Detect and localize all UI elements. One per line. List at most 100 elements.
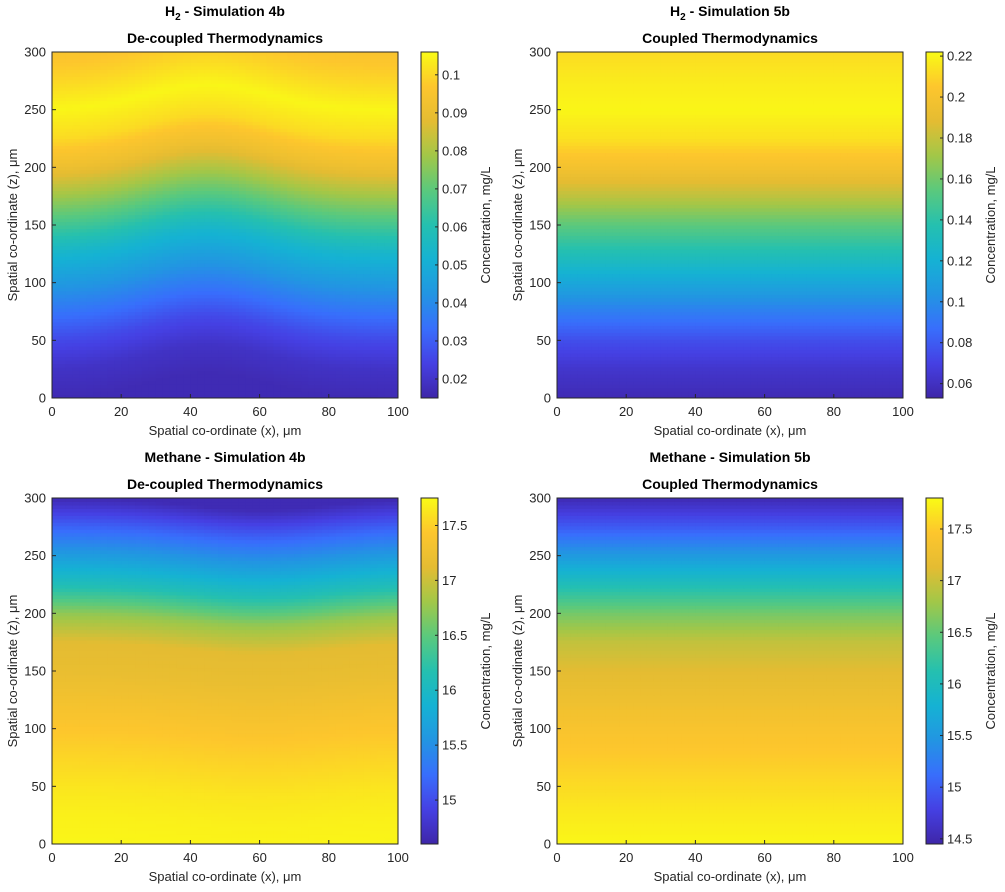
heatmap-cell [391,135,398,140]
heatmap-cell [266,394,275,398]
heatmap-cell [100,62,108,67]
heatmap-cell [58,86,67,91]
heatmap-cell [141,276,150,281]
heatmap-cell [321,301,330,306]
heatmap-cell [121,72,129,77]
heatmap-cell [231,231,240,236]
heatmap-cell [287,76,295,81]
heatmap-cell [183,332,191,337]
heatmap-cell [218,380,226,385]
heatmap-cell [72,204,81,209]
heatmap-cell [107,245,115,250]
heatmap-cell [308,107,316,112]
heatmap-cell [155,173,164,178]
heatmap-cell [93,242,102,247]
heatmap-cell [342,287,351,292]
heatmap-cell [197,314,205,320]
heatmap-cell [314,252,323,257]
heatmap-cell [391,225,398,230]
heatmap-cell [301,225,309,230]
heatmap-cell [86,186,95,191]
heatmap-cell [308,335,316,340]
heatmap-cell [58,366,67,371]
heatmap-cell [231,197,240,202]
heatmap-cell [377,141,385,147]
heatmap-cell [384,308,392,313]
heatmap-cell [321,58,330,63]
heatmap-cell [183,328,191,333]
heatmap-cell [176,311,185,316]
heatmap-cell [238,290,247,295]
heatmap-cell [52,387,60,392]
heatmap-cell [93,166,102,171]
heatmap-cell [211,148,219,153]
heatmap-cell [176,159,185,164]
heatmap-cell [231,128,240,133]
heatmap-cell [190,180,198,185]
heatmap-cell [377,155,385,160]
heatmap-cell [52,346,60,351]
heatmap-cell [155,183,164,188]
heatmap-cell [252,238,261,243]
heatmap-cell [114,311,122,316]
heatmap-cell [266,200,275,205]
heatmap-cell [225,131,233,136]
heatmap-cell [197,204,205,209]
heatmap-cell [252,211,261,216]
heatmap-cell [169,207,178,212]
heatmap-cell [377,166,385,171]
heatmap-cell [266,328,275,333]
heatmap-cell [162,169,171,174]
heatmap-cell [128,335,136,340]
heatmap-cell [211,256,219,261]
heatmap-cell [141,83,150,88]
heatmap-cell [266,72,275,77]
heatmap-cell [52,276,60,281]
heatmap-cell [155,52,164,57]
heatmap-cell [314,391,323,396]
heatmap-cell [197,138,205,143]
heatmap-cell [197,235,205,240]
heatmap-cell [225,141,233,147]
heatmap-cell [245,211,254,216]
heatmap-cell [252,359,261,364]
heatmap-cell [176,304,185,309]
heatmap-cell [169,138,178,143]
heatmap-cell [148,321,157,326]
heatmap-cell [314,141,323,147]
heatmap-cell [266,342,275,347]
heatmap-cell [128,332,136,337]
heatmap-cell [280,117,288,122]
heatmap-cell [328,370,337,375]
heatmap-cell [155,294,164,299]
heatmap-cell [58,176,67,181]
heatmap-cell [190,141,198,147]
heatmap-cell [384,148,392,153]
heatmap-cell [252,276,261,281]
heatmap-cell [259,135,268,140]
heatmap-cell [370,180,378,185]
heatmap-cell [301,325,309,330]
heatmap-cell [148,79,157,84]
heatmap-cell [93,155,102,160]
heatmap-cell [273,107,281,112]
heatmap-cell [86,79,95,84]
heatmap-cell [176,339,185,344]
heatmap-cell [314,387,323,392]
heatmap-cell [301,332,309,337]
heatmap-cell [335,308,344,313]
heatmap-cell [176,166,185,171]
heatmap-cell [335,114,344,119]
heatmap-cell [349,58,358,63]
heatmap-cell [308,135,316,140]
heatmap-cell [245,256,254,261]
heatmap-cell [79,228,88,233]
heatmap-cell [86,391,95,396]
heatmap-cell [314,107,323,112]
heatmap-cell [141,221,150,226]
heatmap-cell [86,110,95,115]
heatmap-cell [301,141,309,147]
heatmap-cell [128,190,136,195]
heatmap-cell [356,276,364,281]
heatmap-cell [72,131,81,136]
